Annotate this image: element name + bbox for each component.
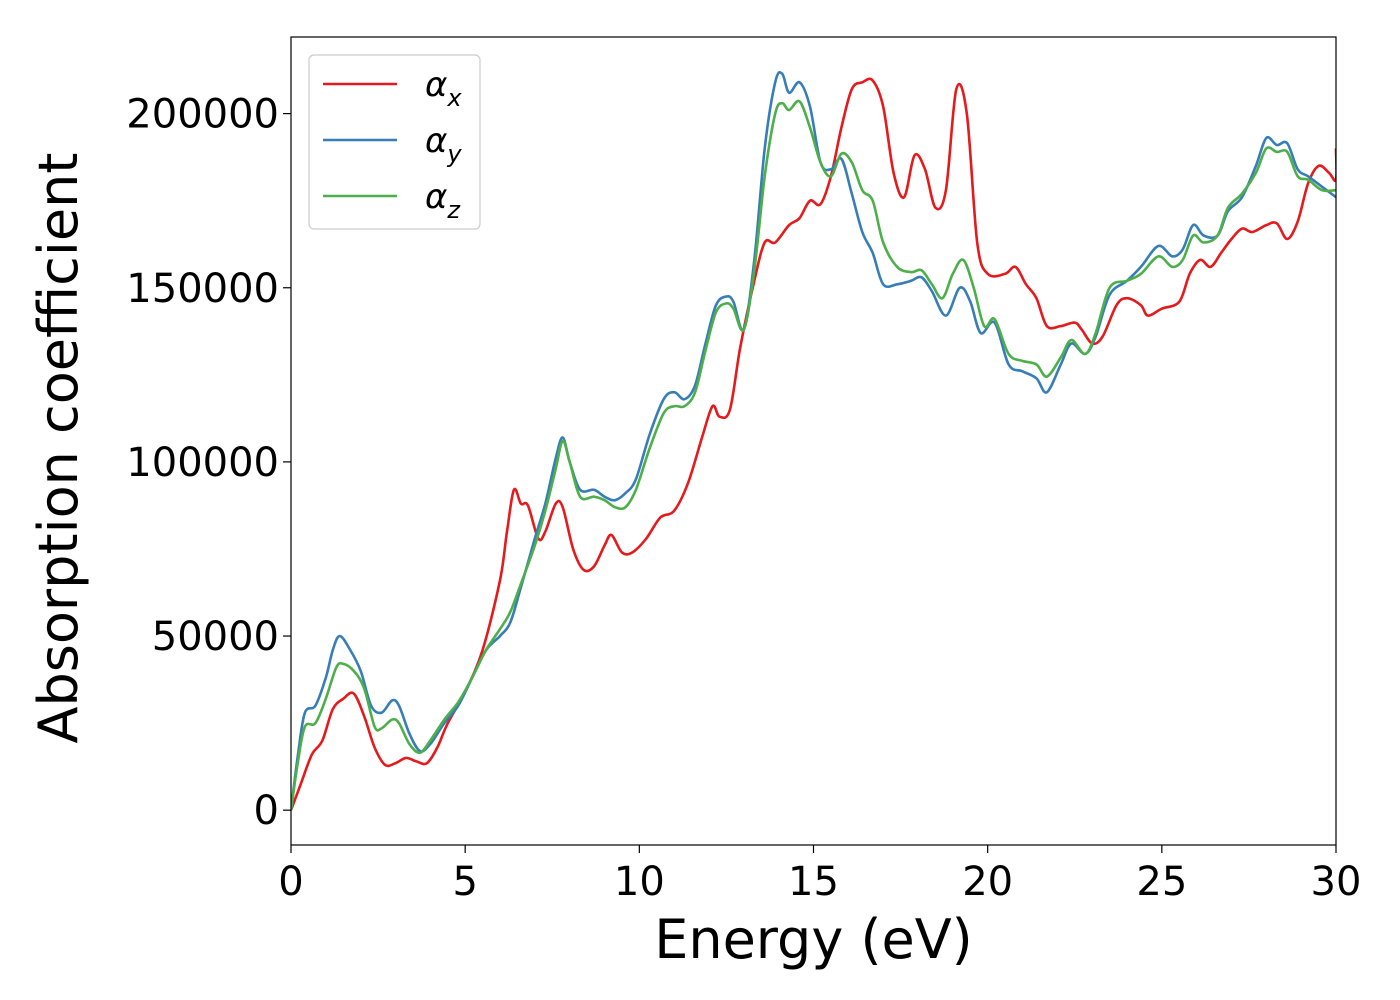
series-layer — [291, 70, 1336, 811]
x-tick-label: 25 — [1136, 859, 1187, 905]
y-tick-label: 100000 — [126, 440, 279, 486]
x-tick-label: 15 — [788, 859, 839, 905]
y-tick-label: 200000 — [126, 92, 279, 138]
y-tick-label: 50000 — [152, 614, 279, 660]
x-tick-label: 20 — [962, 859, 1013, 905]
x-tick-label: 30 — [1311, 859, 1362, 905]
y-axis-title: Absorption coefficient — [27, 153, 90, 744]
legend-label-x: αx — [425, 65, 462, 112]
y-tick-label: 0 — [254, 788, 279, 834]
y-tick-label: 150000 — [126, 266, 279, 312]
legend-box — [308, 54, 481, 230]
x-tick-label: 5 — [452, 859, 477, 905]
y-axis: 0 50000 100000 150000 200000 — [126, 92, 291, 834]
x-axis-title: Energy (eV) — [654, 908, 973, 971]
x-tick-label: 0 — [278, 859, 303, 905]
series-line-z — [291, 99, 1336, 811]
x-tick-label: 10 — [614, 859, 665, 905]
legend-label-y: αy — [425, 121, 462, 168]
legend: αx αy αz — [308, 54, 481, 230]
legend-label-z: αz — [425, 177, 461, 224]
series-line-y — [291, 70, 1336, 811]
x-axis: 0 5 10 15 20 25 30 — [278, 845, 1361, 905]
